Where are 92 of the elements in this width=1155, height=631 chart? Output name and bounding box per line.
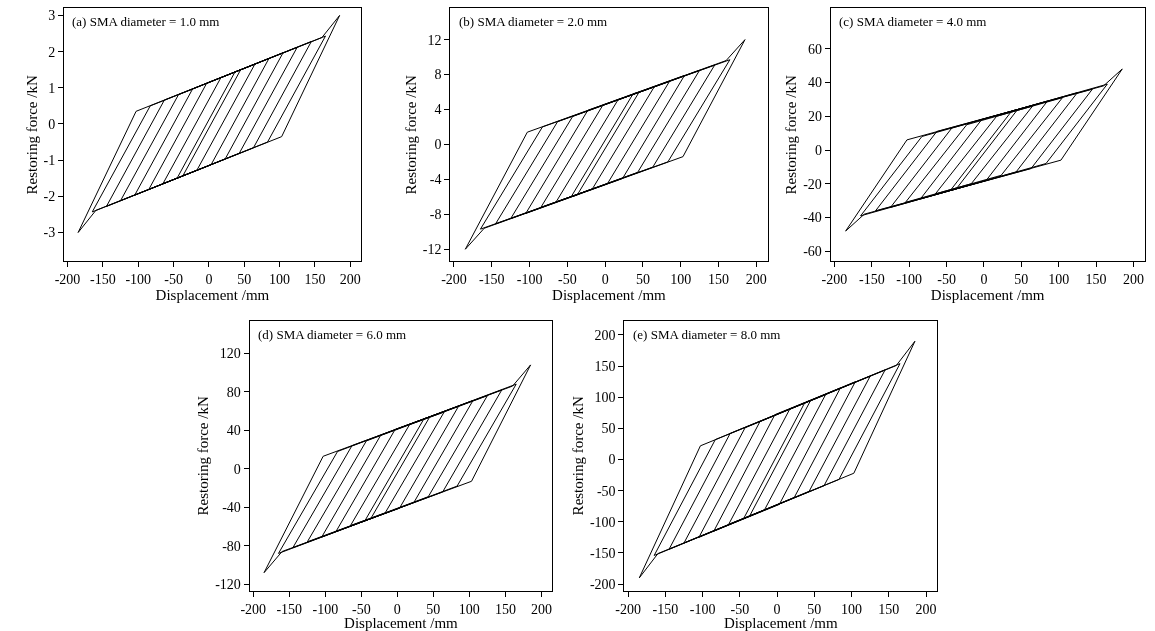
y-tick-label: 0: [48, 116, 56, 132]
x-tick-label: 0: [773, 601, 781, 617]
x-tick-label: 100: [269, 272, 291, 288]
annotation: (b) SMA diameter = 2.0 mm: [459, 14, 608, 29]
y-axis-title: Restoring force /kN: [783, 75, 800, 195]
y-tick-label: -60: [803, 244, 822, 260]
y-tick-label: -150: [589, 545, 616, 561]
x-tick-label: 100: [841, 601, 863, 617]
y-tick-label: -1: [43, 153, 56, 169]
x-tick-label: -200: [821, 272, 848, 288]
x-tick-label: -150: [478, 272, 505, 288]
y-tick-label: -40: [222, 500, 241, 516]
x-tick-label: -150: [276, 601, 303, 617]
y-tick-label: -2: [43, 189, 56, 205]
y-axis-title: Restoring force /kN: [195, 396, 212, 516]
x-axis-title: Displacement /mm: [723, 615, 839, 631]
x-axis-title: Displacement /mm: [552, 287, 667, 304]
y-tick-label: 60: [807, 41, 822, 57]
y-axis-title: Restoring force /kN: [23, 75, 40, 195]
y-tick-label: -80: [222, 538, 241, 554]
y-tick-label: 2: [48, 44, 56, 60]
y-axis-title: Restoring force /kN: [402, 75, 419, 195]
x-tick-label: -50: [730, 601, 750, 617]
x-tick-label: 50: [635, 272, 650, 288]
x-tick-label: 50: [237, 272, 252, 288]
x-tick-label: -150: [652, 601, 679, 617]
y-tick-label: 0: [608, 452, 616, 468]
y-tick-label: -12: [422, 242, 442, 258]
x-tick-label: 150: [708, 272, 730, 288]
x-tick-label: -50: [351, 601, 371, 617]
y-tick-label: -120: [215, 577, 241, 593]
x-tick-label: 100: [458, 601, 480, 617]
x-tick-label: 200: [339, 272, 361, 288]
x-tick-label: -150: [90, 272, 116, 288]
x-tick-label: -100: [689, 601, 716, 617]
y-tick-label: 200: [594, 327, 616, 343]
y-tick-label: -4: [429, 172, 442, 188]
x-tick-label: 50: [1014, 272, 1029, 288]
y-tick-label: 80: [226, 384, 241, 400]
x-tick-label: -50: [558, 272, 577, 288]
x-tick-label: -200: [240, 601, 267, 617]
x-tick-label: 200: [915, 601, 937, 617]
y-tick-label: 40: [226, 423, 241, 439]
x-tick-label: -50: [937, 272, 956, 288]
y-tick-label: 100: [594, 390, 616, 406]
x-axis-title: Displacement /mm: [930, 287, 1045, 304]
x-tick-label: 150: [304, 272, 326, 288]
y-tick-label: 150: [594, 359, 616, 375]
y-tick-label: 120: [219, 346, 241, 362]
y-tick-label: 8: [434, 67, 442, 83]
y-tick-label: 50: [601, 421, 616, 437]
x-axis-title: Displacement /mm: [155, 287, 270, 304]
x-tick-label: -100: [896, 272, 923, 288]
x-tick-label: 100: [670, 272, 692, 288]
x-tick-label: 0: [205, 272, 213, 288]
x-tick-label: 200: [745, 272, 767, 288]
y-tick-label: 1: [48, 80, 56, 96]
x-tick-label: 100: [1048, 272, 1070, 288]
x-tick-label: -100: [516, 272, 543, 288]
x-tick-label: 200: [1122, 272, 1144, 288]
y-tick-label: 40: [807, 75, 822, 91]
y-tick-label: -50: [596, 483, 616, 499]
y-tick-label: 12: [427, 32, 442, 48]
x-tick-label: 0: [393, 601, 401, 617]
y-axis-title: Restoring force /kN: [570, 396, 587, 516]
y-tick-label: -8: [429, 207, 442, 223]
x-tick-label: -200: [615, 601, 641, 617]
y-tick-label: 0: [434, 137, 442, 153]
x-tick-label: -100: [125, 272, 152, 288]
x-tick-label: 150: [878, 601, 900, 617]
y-tick-label: -3: [43, 225, 56, 241]
annotation: (e) SMA diameter = 8.0 mm: [633, 327, 781, 342]
y-tick-label: 4: [434, 102, 442, 118]
y-tick-label: -100: [589, 514, 616, 530]
y-tick-label: 0: [233, 461, 241, 477]
x-tick-label: 150: [1085, 272, 1107, 288]
annotation: (d) SMA diameter = 6.0 mm: [258, 327, 407, 342]
y-tick-label: 0: [814, 142, 822, 158]
x-tick-label: 0: [980, 272, 988, 288]
y-tick-label: -40: [803, 210, 822, 226]
y-tick-label: 3: [48, 8, 56, 24]
annotation: (c) SMA diameter = 4.0 mm: [839, 14, 987, 29]
x-tick-label: 200: [530, 601, 552, 617]
annotation: (a) SMA diameter = 1.0 mm: [72, 14, 220, 29]
x-tick-label: -150: [858, 272, 885, 288]
x-tick-label: 150: [494, 601, 516, 617]
y-tick-label: -20: [803, 176, 822, 192]
x-tick-label: -50: [164, 272, 183, 288]
x-axis-title: Displacement /mm: [344, 615, 459, 631]
y-tick-label: -200: [589, 576, 616, 592]
x-tick-label: -100: [312, 601, 339, 617]
y-tick-label: 20: [807, 109, 822, 125]
